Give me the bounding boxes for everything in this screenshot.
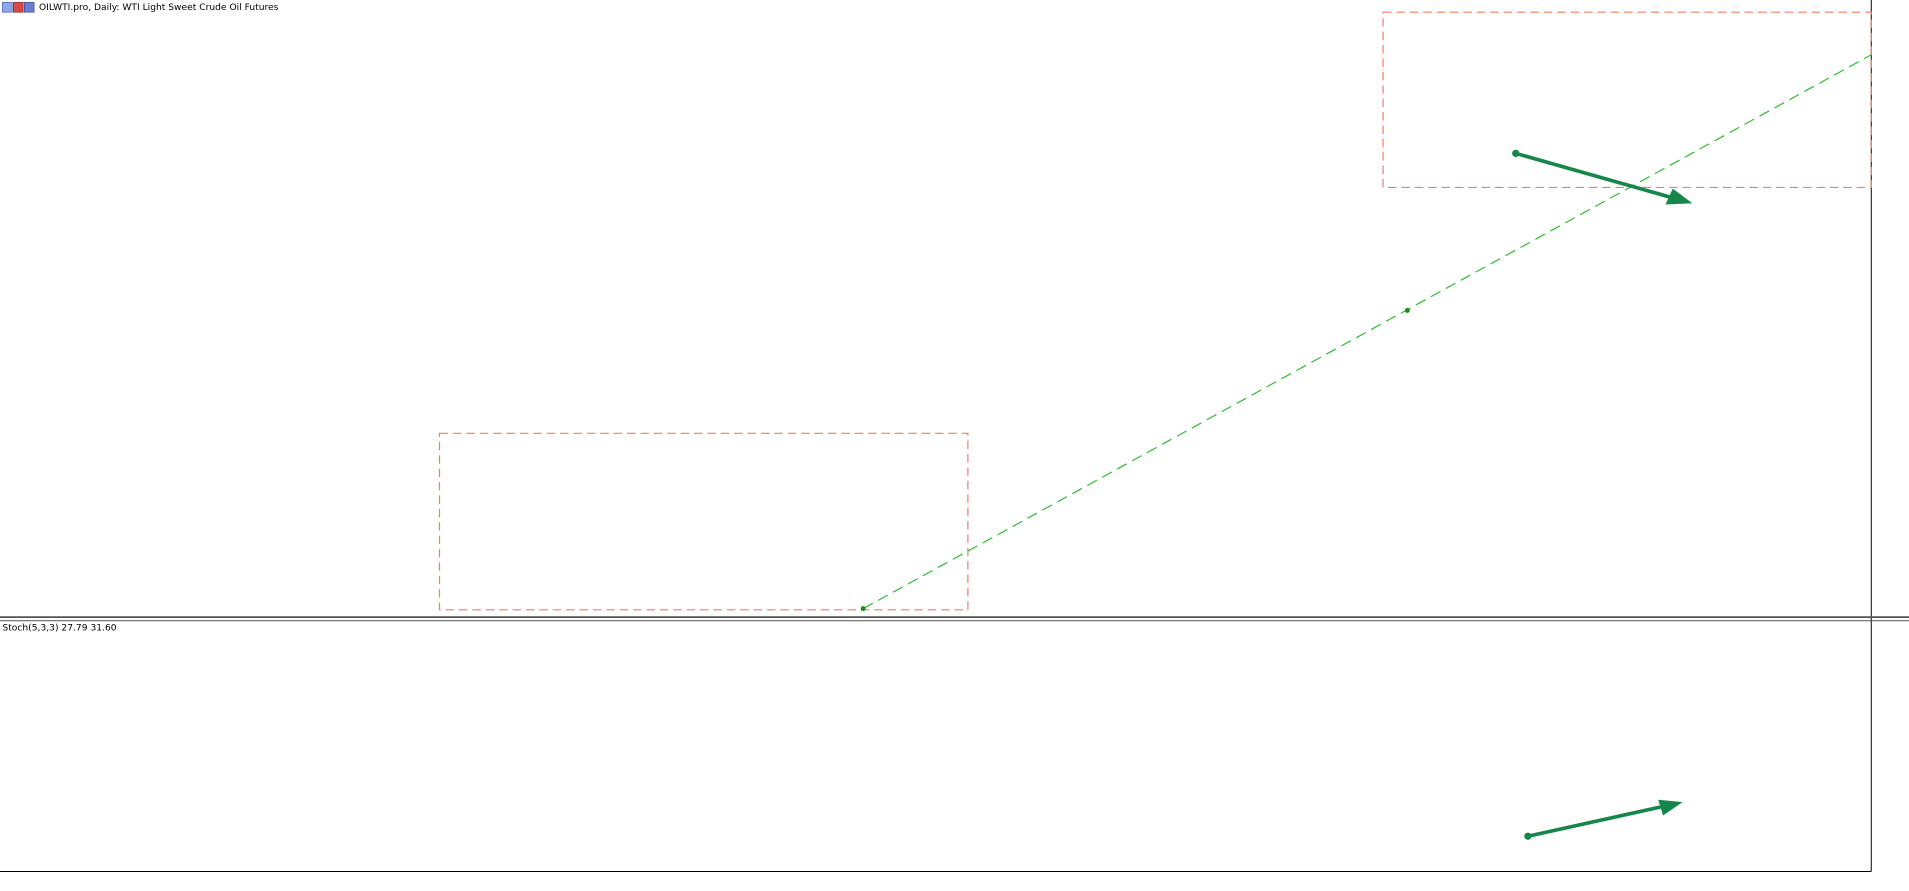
arrow-start <box>1512 149 1520 158</box>
indicator-title: Stoch(5,3,3) 27.79 31.60 <box>2 624 116 634</box>
trend-point <box>1404 307 1410 313</box>
range-box <box>1382 11 1872 189</box>
arrow-shaft <box>1527 805 1662 839</box>
divergence-arrow <box>1512 149 1693 205</box>
arrow-head <box>1665 188 1693 205</box>
arrow-head <box>1658 799 1683 816</box>
arrow-shaft <box>1515 151 1671 199</box>
icon-part <box>23 2 35 13</box>
arrow-start <box>1524 832 1532 840</box>
icon-part <box>13 2 24 13</box>
trend-line <box>862 54 1872 610</box>
range-box <box>438 432 969 611</box>
chart-title: OILWTI.pro, Daily: WTI Light Sweet Crude… <box>39 3 279 13</box>
trend-point <box>860 606 866 612</box>
icon-part <box>2 2 13 13</box>
symbol-icon <box>2 2 35 13</box>
divergence-arrow <box>1524 799 1683 840</box>
